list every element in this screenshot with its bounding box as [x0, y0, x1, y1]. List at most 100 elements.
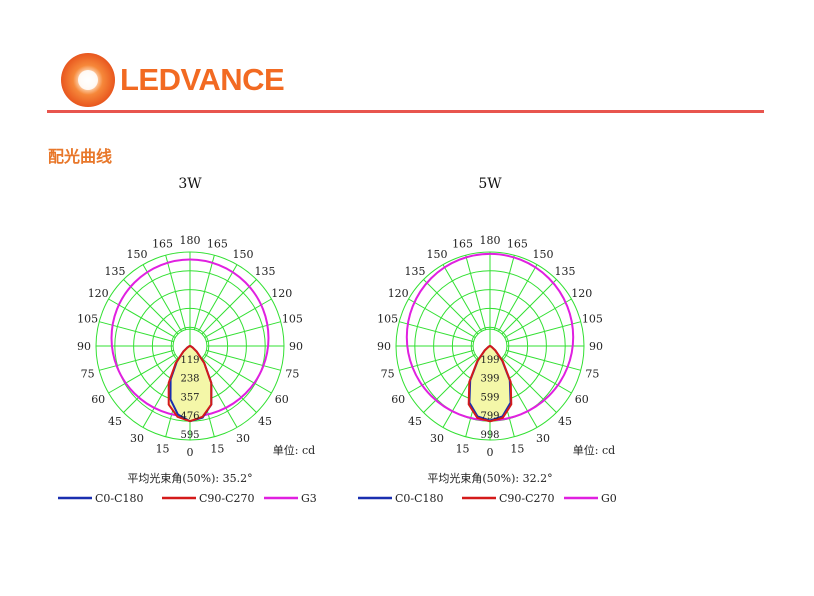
radial-tick-label: 199 — [480, 355, 499, 366]
grid-spoke — [501, 357, 557, 413]
grid-spoke — [193, 255, 215, 330]
angle-tick-label: 60 — [91, 393, 105, 406]
ledvance-logo — [61, 53, 115, 107]
angle-tick-label: 0 — [187, 446, 194, 459]
radial-tick-label: 357 — [180, 392, 199, 403]
radial-tick-label: 599 — [480, 392, 499, 403]
angle-tick-label: 150 — [533, 248, 554, 261]
angle-tick-label: 45 — [558, 415, 572, 428]
header-rule — [47, 110, 764, 113]
grid-spoke — [408, 354, 476, 394]
angle-tick-label: 105 — [77, 313, 98, 326]
angle-tick-label: 30 — [430, 432, 444, 445]
angle-tick-label: 15 — [456, 442, 470, 455]
angle-tick-label: 120 — [271, 287, 292, 300]
angle-tick-label: 60 — [275, 393, 289, 406]
grid-spoke — [423, 279, 479, 335]
legend-label: G0 — [601, 492, 617, 505]
chart-title: 5W — [478, 176, 502, 192]
angle-tick-label: 165 — [207, 238, 228, 251]
section-title: 配光曲线 — [48, 147, 113, 166]
grid-spoke — [399, 321, 474, 343]
angle-tick-label: 75 — [585, 367, 599, 380]
grid-spoke — [108, 354, 176, 394]
grid-spoke — [198, 264, 238, 332]
series-c90-curve — [167, 344, 213, 423]
angle-tick-label: 0 — [487, 446, 494, 459]
angle-tick-label: 135 — [554, 265, 575, 278]
grid-spoke — [99, 321, 174, 343]
angle-tick-label: 120 — [388, 287, 409, 300]
angle-tick-label: 90 — [289, 340, 303, 353]
angle-tick-label: 45 — [108, 415, 122, 428]
radial-tick-label: 998 — [480, 430, 499, 441]
grid-spoke — [206, 321, 281, 343]
grid-spoke — [123, 279, 179, 335]
angle-tick-label: 75 — [381, 367, 395, 380]
angle-tick-label: 165 — [452, 238, 473, 251]
angle-tick-label: 165 — [152, 238, 173, 251]
grid-spoke — [108, 298, 176, 338]
angle-tick-label: 150 — [233, 248, 254, 261]
beam-angle-label: 平均光束角(50%): 32.2° — [427, 471, 552, 485]
angle-tick-label: 90 — [77, 340, 91, 353]
angle-tick-label: 60 — [391, 393, 405, 406]
grid-spoke — [142, 264, 182, 332]
unit-label: 单位: cd — [273, 443, 315, 457]
grid-spoke — [501, 279, 557, 335]
angle-tick-label: 15 — [510, 442, 524, 455]
radial-tick-label: 476 — [180, 411, 199, 422]
lobe-fill — [468, 346, 512, 422]
legend-label: C90-C270 — [499, 492, 555, 505]
angle-tick-label: 180 — [180, 234, 201, 247]
radial-tick-label: 799 — [480, 411, 499, 422]
angle-tick-label: 165 — [507, 238, 528, 251]
angle-tick-label: 150 — [127, 248, 148, 261]
grid-spoke — [201, 279, 257, 335]
angle-tick-label: 30 — [236, 432, 250, 445]
grid-spoke — [123, 357, 179, 413]
grid-spoke — [204, 354, 272, 394]
angle-tick-label: 45 — [258, 415, 272, 428]
brand-name: LEDVANCE — [120, 62, 285, 97]
angle-tick-label: 90 — [589, 340, 603, 353]
grid-spoke — [423, 357, 479, 413]
grid-spoke — [504, 354, 572, 394]
lobe-fill — [168, 346, 212, 422]
grid-spoke — [506, 321, 581, 343]
angle-tick-label: 75 — [285, 367, 299, 380]
unit-label: 单位: cd — [573, 443, 615, 457]
angle-tick-label: 135 — [105, 265, 126, 278]
angle-tick-label: 75 — [81, 367, 95, 380]
angle-tick-label: 105 — [377, 313, 398, 326]
grid-spoke — [206, 349, 281, 371]
grid-spoke — [493, 255, 515, 330]
radial-tick-label: 238 — [180, 374, 199, 385]
angle-tick-label: 120 — [88, 287, 109, 300]
grid-spoke — [201, 357, 257, 413]
radial-tick-label: 119 — [180, 355, 199, 366]
radial-tick-label: 595 — [180, 430, 199, 441]
angle-tick-label: 30 — [536, 432, 550, 445]
legend-label: C0-C180 — [95, 492, 144, 505]
beam-angle-label: 平均光束角(50%): 35.2° — [127, 471, 252, 485]
angle-tick-label: 105 — [582, 313, 603, 326]
angle-tick-label: 135 — [254, 265, 275, 278]
grid-spoke — [204, 298, 272, 338]
series-c90-curve — [467, 344, 513, 423]
legend-label: C90-C270 — [199, 492, 255, 505]
angle-tick-label: 120 — [571, 287, 592, 300]
chart-title: 3W — [178, 176, 202, 192]
grid-spoke — [165, 255, 187, 330]
grid-spoke — [504, 298, 572, 338]
angle-tick-label: 15 — [156, 442, 170, 455]
angle-tick-label: 180 — [480, 234, 501, 247]
angle-tick-label: 15 — [210, 442, 224, 455]
angle-tick-label: 60 — [575, 393, 589, 406]
polar-chart-3w: 3W 180 165 165 150 150 135 135 120 120 105 105 90 90 7… — [40, 170, 340, 540]
legend-label: G3 — [301, 492, 317, 505]
grid-spoke — [408, 298, 476, 338]
angle-tick-label: 135 — [405, 265, 426, 278]
